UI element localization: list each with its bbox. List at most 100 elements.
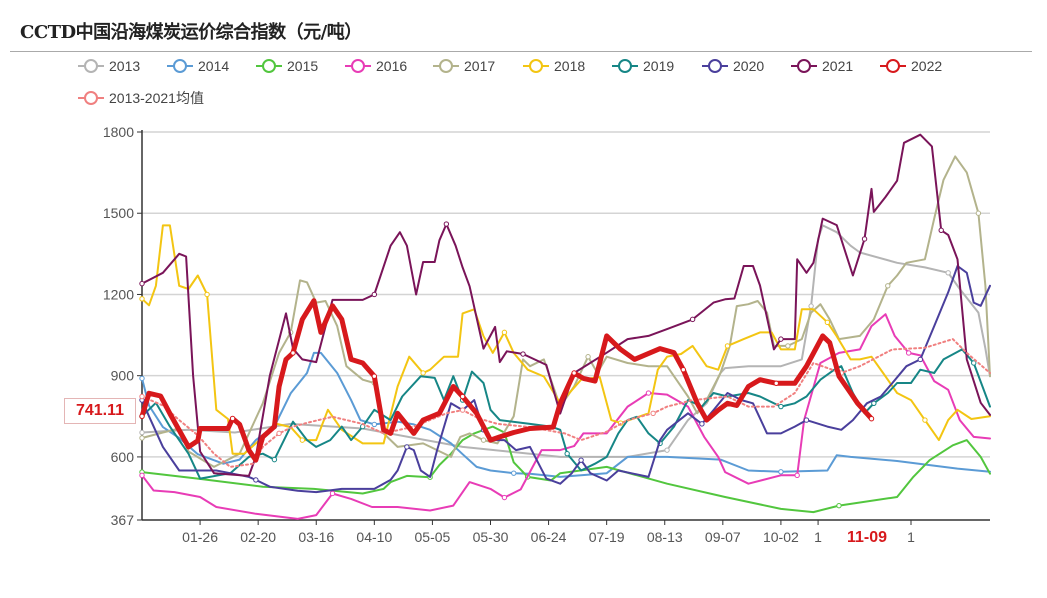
x-tick-label: 1 <box>814 529 822 545</box>
legend-circle-icon <box>345 59 371 73</box>
series-line-2016 <box>141 313 991 520</box>
data-point <box>650 410 656 417</box>
data-point <box>511 470 517 476</box>
legend-circle-icon <box>167 59 193 73</box>
data-point <box>808 303 814 309</box>
legend-label: 2015 <box>287 58 319 74</box>
y-tick-label: 900 <box>111 368 135 384</box>
legend-label: 2013-2021均值 <box>109 90 204 106</box>
data-point <box>868 416 875 422</box>
legend-label: 2020 <box>733 58 765 74</box>
series-line-2018 <box>141 224 991 455</box>
data-point <box>459 393 466 400</box>
series-line-2013 <box>141 224 991 458</box>
legend-item-2018[interactable]: 2018 <box>523 58 585 74</box>
legend-label: 2016 <box>376 58 408 74</box>
data-point <box>229 415 236 422</box>
legend-circle-icon <box>78 91 104 105</box>
data-point <box>371 291 378 298</box>
x-tick-label: 05-30 <box>473 529 509 545</box>
legend-circle-icon <box>433 59 459 73</box>
data-point <box>290 350 296 356</box>
y-axis-pointer-value: 741.11 <box>64 398 136 424</box>
x-tick-label: 06-24 <box>531 529 567 545</box>
data-point <box>443 221 450 227</box>
legend-item-2017[interactable]: 2017 <box>433 58 495 74</box>
series-line-2017 <box>141 155 991 468</box>
x-tick-label: 1 <box>907 529 915 545</box>
series-line-2022 <box>139 298 874 463</box>
y-tick-label: 1200 <box>103 286 134 302</box>
legend-item-2021[interactable]: 2021 <box>791 58 853 74</box>
data-point <box>139 413 145 419</box>
data-point <box>861 236 868 242</box>
legend-item-2022[interactable]: 2022 <box>880 58 942 74</box>
data-point <box>645 390 652 396</box>
legend-item-2013[interactable]: 2013 <box>78 58 140 74</box>
title-divider <box>10 51 1032 52</box>
data-point <box>585 354 591 360</box>
data-point <box>905 350 912 356</box>
data-point <box>299 437 306 443</box>
data-point <box>459 407 466 413</box>
data-point <box>824 319 831 326</box>
data-point <box>885 283 891 289</box>
legend-item-2016[interactable]: 2016 <box>345 58 407 74</box>
data-point <box>922 417 928 423</box>
data-point <box>276 430 282 437</box>
data-point <box>404 444 410 450</box>
series-line-2021 <box>141 133 991 477</box>
data-point <box>204 291 210 298</box>
legend-circle-icon <box>880 59 906 73</box>
data-point <box>139 375 145 382</box>
data-point <box>480 437 487 443</box>
x-tick-label: 09-07 <box>705 529 741 545</box>
data-point <box>139 429 145 436</box>
data-point <box>778 403 784 410</box>
y-tick-label: 1500 <box>103 205 134 221</box>
legend-item-2013-2021均值[interactable]: 2013-2021均值 <box>78 88 204 108</box>
legend-label: 2017 <box>464 58 496 74</box>
legend-item-2015[interactable]: 2015 <box>256 58 318 74</box>
data-point <box>945 270 951 276</box>
data-point <box>139 393 145 400</box>
data-point <box>520 351 526 357</box>
y-tick-label: 1800 <box>103 124 134 140</box>
data-point <box>689 316 696 323</box>
x-tick-label: 05-05 <box>415 529 451 545</box>
data-point <box>139 296 145 302</box>
legend-label: 2018 <box>554 58 586 74</box>
data-point <box>571 370 577 376</box>
data-point <box>803 417 810 423</box>
legend-circle-icon <box>791 59 817 73</box>
x-tick-label: 04-10 <box>356 529 392 545</box>
legend-item-2014[interactable]: 2014 <box>167 58 229 74</box>
y-tick-label: 600 <box>111 449 135 465</box>
series-line-2015 <box>141 425 991 514</box>
legend-circle-icon <box>256 59 282 73</box>
data-point <box>253 477 259 483</box>
data-point <box>501 329 508 336</box>
legend-item-2019[interactable]: 2019 <box>612 58 674 74</box>
legend-item-2020[interactable]: 2020 <box>702 58 764 74</box>
x-tick-label: 02-20 <box>240 529 276 545</box>
data-point <box>371 421 378 428</box>
series-line-2020 <box>141 265 991 494</box>
data-point <box>271 456 278 463</box>
data-point <box>371 373 378 379</box>
data-point <box>139 280 145 287</box>
data-point <box>794 472 800 479</box>
x-tick-label: 08-13 <box>647 529 683 545</box>
series-line-2014 <box>141 351 991 478</box>
data-point <box>139 435 145 441</box>
data-point <box>699 421 705 427</box>
legend-label: 2014 <box>198 58 230 74</box>
y-tick-label: 367 <box>111 512 135 528</box>
data-point <box>578 457 584 463</box>
chart-title: CCTD中国沿海煤炭运价综合指数（元/吨） <box>20 22 362 43</box>
x-tick-label: 01-26 <box>182 529 218 545</box>
data-point <box>420 370 426 376</box>
data-point <box>773 380 779 386</box>
legend-label: 2013 <box>109 58 141 74</box>
